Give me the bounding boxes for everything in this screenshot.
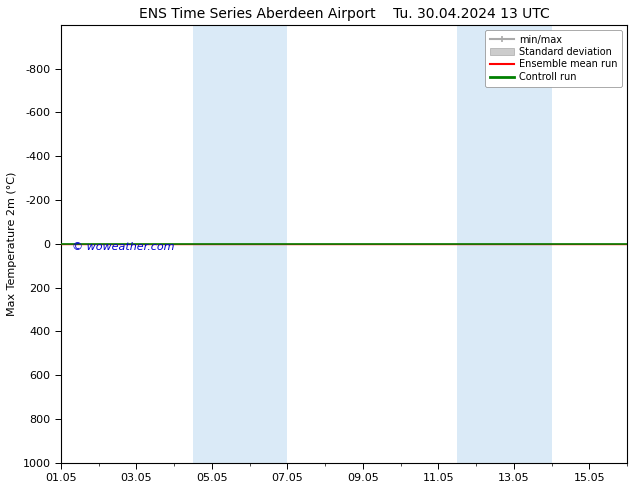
Y-axis label: Max Temperature 2m (°C): Max Temperature 2m (°C) bbox=[7, 172, 17, 316]
Bar bbox=[514, 25, 552, 463]
Text: © woweather.com: © woweather.com bbox=[72, 242, 175, 251]
Bar bbox=[457, 25, 514, 463]
Bar bbox=[193, 25, 250, 463]
Title: ENS Time Series Aberdeen Airport    Tu. 30.04.2024 13 UTC: ENS Time Series Aberdeen Airport Tu. 30.… bbox=[139, 7, 550, 21]
Legend: min/max, Standard deviation, Ensemble mean run, Controll run: min/max, Standard deviation, Ensemble me… bbox=[485, 30, 622, 87]
Bar bbox=[250, 25, 287, 463]
